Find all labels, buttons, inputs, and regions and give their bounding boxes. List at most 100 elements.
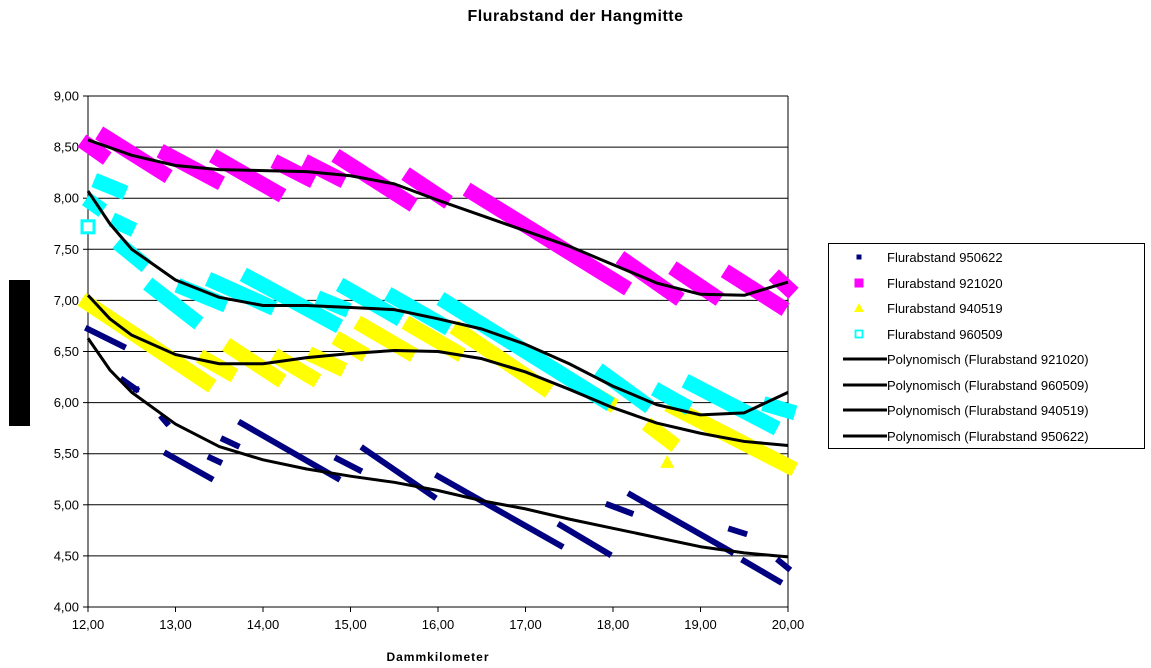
- trendline-polynomisch-flurabstand-940519-: [86, 294, 789, 448]
- legend-item: Polynomisch (Flurabstand 960509): [829, 373, 1144, 397]
- x-tick-label: 17,00: [509, 617, 542, 632]
- data-point-band: [664, 397, 799, 477]
- legend-label: Flurabstand 940519: [887, 301, 1003, 316]
- data-point-band: [761, 396, 798, 421]
- data-point-band: [641, 417, 681, 452]
- data-point-band: [681, 374, 781, 436]
- legend-label: Flurabstand 960509: [887, 326, 1003, 342]
- data-point-band: [239, 267, 344, 334]
- legend-marker: [854, 303, 864, 312]
- series-flurabstand-950622: [83, 324, 793, 586]
- data-point-band: [81, 192, 108, 217]
- data-point-band: [436, 292, 615, 411]
- y-axis-label-box: [9, 280, 30, 426]
- legend-label: Polynomisch (Flurabstand 960509): [887, 377, 1089, 393]
- y-tick-label: 5,50: [54, 446, 79, 461]
- legend-label: Polynomisch (Flurabstand 950622): [887, 428, 1089, 444]
- data-point-band: [556, 521, 613, 558]
- data-point-band: [305, 346, 348, 377]
- data-point-band: [359, 444, 438, 501]
- data-point-band: [143, 277, 204, 330]
- series-flurabstand-960509: [80, 173, 798, 436]
- data-point-band: [335, 277, 405, 326]
- y-tick-label: 7,00: [54, 293, 79, 308]
- data-point: [80, 219, 96, 235]
- legend-item: Flurabstand 960509: [829, 322, 1144, 346]
- data-point-band: [162, 449, 215, 483]
- legend-swatch: [854, 278, 864, 287]
- trendline-polynomisch-flurabstand-921020-: [87, 138, 789, 297]
- data-point-band: [353, 315, 418, 362]
- trendlines: [86, 138, 789, 559]
- legend-label: Polynomisch (Flurabstand 921020): [887, 352, 1089, 367]
- y-tick-label: 7,50: [54, 242, 79, 257]
- data-point-band: [206, 453, 224, 466]
- legend-item: Polynomisch (Flurabstand 921020): [829, 347, 1144, 371]
- data-point-band: [740, 556, 784, 586]
- legend-label: Flurabstand 950622: [887, 250, 1003, 265]
- data-point-band: [204, 272, 278, 316]
- data-point-band: [83, 324, 128, 351]
- data-point-band: [626, 490, 736, 556]
- trendline-polynomisch-flurabstand-960509-: [86, 190, 789, 417]
- data-point-band: [91, 173, 129, 200]
- data-series: [77, 126, 799, 586]
- trendline-polynomisch-flurabstand-950622-: [86, 337, 789, 559]
- data-point-band: [615, 251, 685, 306]
- legend-label: Flurabstand 921020: [887, 275, 1003, 291]
- x-tick-label: 20,00: [772, 617, 805, 632]
- data-point-band: [775, 556, 793, 573]
- y-tick-label: 4,50: [54, 548, 79, 563]
- y-tick-label: 4,00: [54, 600, 79, 615]
- data-point-band: [237, 418, 342, 483]
- x-tick-label: 12,00: [72, 617, 105, 632]
- data-point-band: [720, 264, 790, 316]
- chart-title: Flurabstand der Hangmitte: [467, 8, 684, 25]
- data-point-band: [449, 320, 554, 398]
- series-flurabstand-921020: [77, 126, 799, 316]
- data-point-band: [333, 454, 364, 475]
- data-point-band: [401, 315, 466, 362]
- data-point-band: [174, 278, 230, 313]
- series-flurabstand-940519: [77, 293, 799, 477]
- legend-swatch: [854, 303, 864, 312]
- legend-item: Flurabstand 921020: [829, 271, 1144, 295]
- y-tick-label: 5,00: [54, 497, 79, 512]
- legend-label: Polynomisch (Flurabstand 940519): [887, 403, 1089, 418]
- legend-item: Flurabstand 940519: [829, 296, 1144, 320]
- data-point-band: [401, 167, 453, 209]
- data-point-band: [209, 149, 287, 203]
- x-tick-label: 19,00: [684, 617, 717, 632]
- legend-item: Flurabstand 950622: [829, 245, 1144, 269]
- x-tick-label: 16,00: [422, 617, 455, 632]
- axes: 4,00 4,50 5,00 5,50 6,00 6,50 7,00 7,50 8,00 8,50…: [54, 89, 805, 633]
- legend-item: Polynomisch (Flurabstand 940519): [829, 398, 1144, 422]
- y-tick-label: 8,50: [54, 140, 79, 155]
- data-point-band: [112, 236, 152, 273]
- legend-swatch: [843, 434, 887, 437]
- legend-swatch: [854, 329, 864, 338]
- data-point-band: [433, 472, 565, 550]
- x-tick-label: 13,00: [159, 617, 192, 632]
- y-tick-label: 9,00: [54, 89, 79, 104]
- legend-item: Polynomisch (Flurabstand 950622): [829, 424, 1144, 448]
- x-tick-label: 18,00: [597, 617, 630, 632]
- data-point-band: [668, 261, 725, 306]
- data-point: [133, 386, 140, 393]
- data-point-band: [219, 435, 241, 450]
- legend-swatch: [843, 408, 887, 412]
- data-point-band: [77, 134, 112, 165]
- legend-marker: [856, 254, 862, 260]
- data-point-band: [158, 413, 171, 428]
- y-tick-label: 6,00: [54, 395, 79, 410]
- data-point-band: [727, 525, 749, 538]
- legend-swatch: [843, 357, 887, 361]
- y-tick-label: 8,00: [54, 191, 79, 206]
- legend-swatch: [843, 383, 887, 386]
- x-tick-label: 14,00: [247, 617, 280, 632]
- y-tick-label: 6,50: [54, 344, 79, 359]
- legend-swatch: [856, 254, 862, 260]
- x-tick-label: 15,00: [334, 617, 367, 632]
- data-point-band: [108, 212, 138, 237]
